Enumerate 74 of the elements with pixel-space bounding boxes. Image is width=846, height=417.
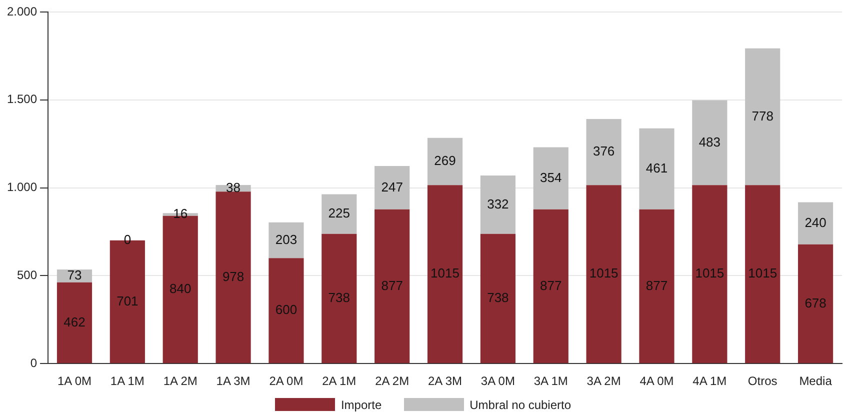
bar bbox=[268, 258, 304, 364]
data-label: 877 bbox=[646, 278, 668, 293]
data-label: 600 bbox=[275, 302, 298, 318]
data-label: 877 bbox=[381, 278, 403, 293]
data-label: 38 bbox=[226, 180, 241, 195]
bar bbox=[268, 222, 304, 258]
bar bbox=[798, 244, 834, 364]
y-tick-label: 1.500 bbox=[7, 92, 38, 106]
y-tick-label: 1.000 bbox=[7, 180, 38, 194]
y-tick-label: 500 bbox=[17, 268, 38, 282]
x-tick-label: 1A 0M bbox=[57, 374, 92, 388]
y-tick-label: 0 bbox=[30, 356, 38, 370]
bar bbox=[374, 209, 410, 364]
x-tick-label: 2A 3M bbox=[428, 374, 462, 388]
data-label: 376 bbox=[592, 144, 615, 159]
data-label: 978 bbox=[222, 268, 244, 284]
x-tick-label: Media bbox=[799, 374, 832, 388]
data-label: 778 bbox=[752, 108, 774, 124]
x-tick-label: 4A 1M bbox=[692, 374, 727, 388]
bar bbox=[639, 209, 674, 364]
data-label: 738 bbox=[487, 290, 509, 306]
x-tick-label: Otros bbox=[748, 374, 778, 388]
data-label: 483 bbox=[698, 134, 721, 150]
data-label: 1015 bbox=[695, 266, 724, 281]
data-label: 240 bbox=[804, 214, 826, 230]
bar bbox=[374, 166, 410, 210]
data-label: 701 bbox=[116, 293, 138, 308]
bar bbox=[322, 194, 357, 234]
data-label: 354 bbox=[540, 170, 562, 185]
bar bbox=[533, 209, 568, 364]
data-label: 225 bbox=[328, 206, 350, 221]
bar bbox=[533, 147, 568, 210]
bar bbox=[322, 234, 357, 364]
bar bbox=[692, 185, 728, 364]
x-tick-label: 1A 1M bbox=[110, 374, 144, 388]
data-label: 203 bbox=[275, 232, 298, 247]
y-tick-label: 2.000 bbox=[7, 4, 38, 18]
bar bbox=[798, 202, 834, 244]
data-label: 462 bbox=[64, 314, 86, 330]
x-tick-label: 3A 0M bbox=[480, 374, 515, 388]
x-tick-label: 1A 2M bbox=[163, 374, 198, 388]
x-tick-label: 3A 1M bbox=[534, 374, 568, 388]
data-label: 738 bbox=[328, 290, 350, 306]
data-label: 1015 bbox=[748, 266, 778, 281]
data-label: 269 bbox=[434, 153, 456, 168]
data-label: 73 bbox=[67, 268, 82, 283]
x-tick-label: 2A 2M bbox=[375, 374, 410, 388]
bar bbox=[745, 185, 780, 364]
data-label: 461 bbox=[646, 160, 668, 176]
bar bbox=[480, 234, 516, 364]
bar bbox=[586, 185, 622, 364]
data-label: 840 bbox=[170, 281, 192, 296]
data-label: 332 bbox=[487, 196, 509, 212]
legend-label: Umbral no cubierto bbox=[470, 398, 572, 412]
x-tick-label: 2A 0M bbox=[269, 374, 304, 388]
bar bbox=[427, 185, 463, 364]
bar bbox=[745, 48, 780, 186]
data-label: 877 bbox=[540, 278, 562, 293]
x-tick-label: 1A 3M bbox=[216, 374, 250, 388]
bar bbox=[427, 138, 463, 186]
x-tick-label: 4A 0M bbox=[640, 374, 674, 388]
data-label: 1015 bbox=[430, 266, 460, 281]
bar bbox=[480, 175, 516, 234]
data-label: 247 bbox=[381, 179, 403, 194]
bar bbox=[692, 100, 728, 186]
bar bbox=[216, 192, 251, 364]
x-tick-label: 3A 2M bbox=[586, 374, 621, 388]
data-label: 1015 bbox=[589, 266, 618, 281]
x-tick-label: 2A 1M bbox=[322, 374, 356, 388]
bar bbox=[639, 128, 674, 210]
bar bbox=[586, 119, 622, 186]
data-label: 678 bbox=[804, 295, 826, 310]
legend-label: Importe bbox=[340, 398, 382, 412]
bar bbox=[56, 282, 92, 364]
